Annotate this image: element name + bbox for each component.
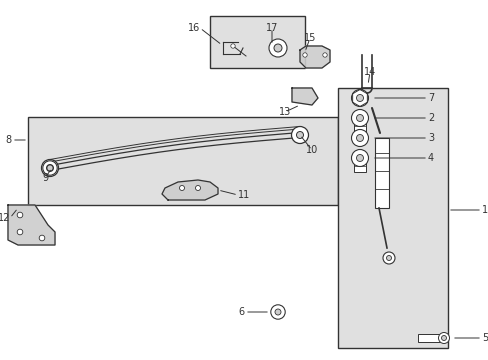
Bar xyxy=(337,88,447,348)
Circle shape xyxy=(351,90,368,107)
Text: 7: 7 xyxy=(427,93,433,103)
Circle shape xyxy=(351,130,368,147)
Circle shape xyxy=(179,185,184,190)
Circle shape xyxy=(386,256,391,261)
Bar xyxy=(353,122,365,132)
Bar xyxy=(417,334,439,342)
Circle shape xyxy=(322,53,326,57)
Text: 12: 12 xyxy=(0,213,10,223)
Circle shape xyxy=(441,336,446,341)
Polygon shape xyxy=(299,46,329,68)
Text: 15: 15 xyxy=(303,33,316,43)
Circle shape xyxy=(17,229,23,235)
Circle shape xyxy=(356,135,363,141)
Circle shape xyxy=(273,44,282,52)
Text: 6: 6 xyxy=(238,307,244,317)
Circle shape xyxy=(268,39,286,57)
Text: 10: 10 xyxy=(305,145,318,155)
Text: 9: 9 xyxy=(42,173,48,183)
Text: 3: 3 xyxy=(427,133,433,143)
Text: 17: 17 xyxy=(265,23,278,33)
Text: 1: 1 xyxy=(481,205,487,215)
Circle shape xyxy=(230,44,235,48)
Bar xyxy=(353,162,365,172)
Circle shape xyxy=(382,252,394,264)
Text: 11: 11 xyxy=(238,190,250,200)
Circle shape xyxy=(356,114,363,122)
Circle shape xyxy=(438,333,448,343)
Circle shape xyxy=(302,53,306,57)
Text: 14: 14 xyxy=(363,67,375,77)
Bar xyxy=(209,16,305,68)
Circle shape xyxy=(46,165,53,171)
Circle shape xyxy=(195,185,200,190)
Circle shape xyxy=(351,109,368,126)
Circle shape xyxy=(351,149,368,166)
Circle shape xyxy=(43,161,57,175)
Circle shape xyxy=(47,165,53,171)
Text: 8: 8 xyxy=(6,135,12,145)
Circle shape xyxy=(270,305,285,319)
Text: 2: 2 xyxy=(427,113,433,123)
Circle shape xyxy=(356,94,363,102)
Circle shape xyxy=(17,212,23,218)
Polygon shape xyxy=(8,205,55,245)
Circle shape xyxy=(39,235,45,241)
Bar xyxy=(28,117,337,205)
Text: 16: 16 xyxy=(187,23,200,33)
Circle shape xyxy=(296,131,303,139)
Circle shape xyxy=(356,154,363,162)
Circle shape xyxy=(41,159,59,176)
Text: 5: 5 xyxy=(481,333,487,343)
Text: 4: 4 xyxy=(427,153,433,163)
Polygon shape xyxy=(162,180,218,200)
Bar xyxy=(374,138,388,208)
Text: 13: 13 xyxy=(278,107,290,117)
Circle shape xyxy=(274,309,281,315)
Polygon shape xyxy=(291,88,317,105)
Circle shape xyxy=(291,126,308,144)
